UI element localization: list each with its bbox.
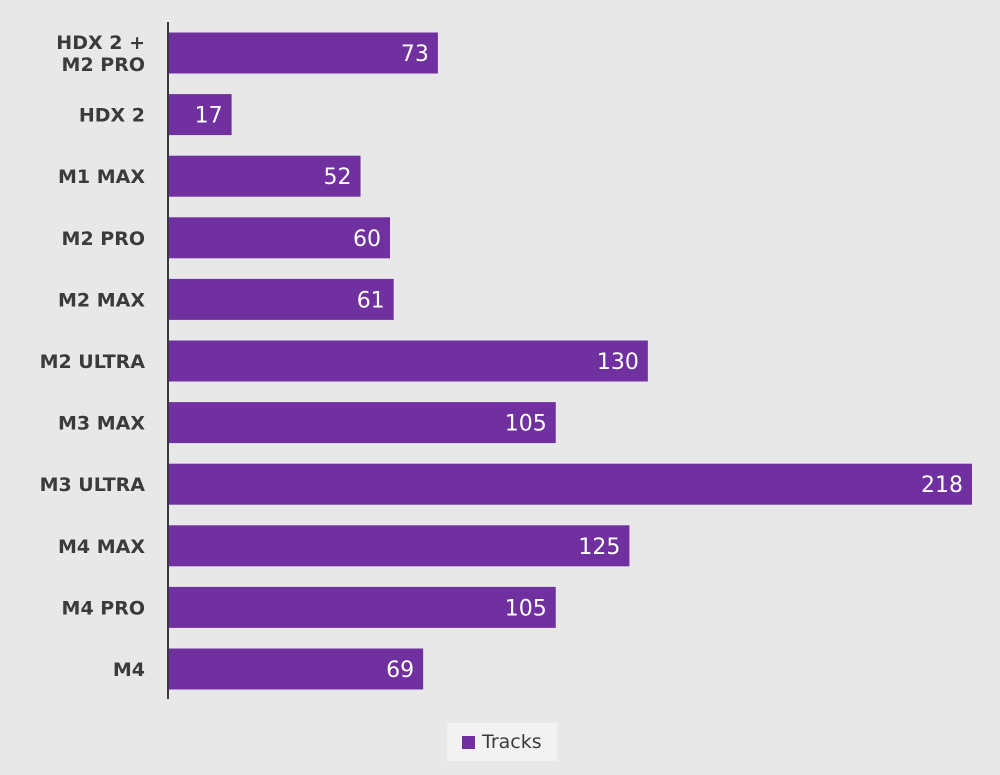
bar: [169, 525, 630, 567]
bar-value-label: 218: [921, 473, 963, 498]
value-labels-group: 73 17 52 60 61 130 105 218 125 105 69: [195, 42, 963, 683]
category-label: HDX 2: [79, 105, 145, 127]
bar: [169, 155, 361, 197]
bar: [169, 340, 648, 382]
category-label: M2 ULTRA: [40, 351, 146, 373]
bar: [169, 32, 438, 74]
bar-value-label: 105: [505, 412, 547, 437]
category-label: M2 PRO: [62, 54, 145, 76]
bar: [169, 463, 972, 505]
category-label: M2 MAX: [58, 289, 145, 311]
bar-value-label: 73: [401, 42, 429, 67]
category-label: M2 PRO: [62, 228, 145, 250]
bar: [169, 648, 424, 690]
bar: [169, 94, 232, 136]
bar: [169, 217, 391, 259]
bar-value-label: 125: [578, 535, 620, 560]
category-label: HDX 2 +: [56, 32, 145, 54]
category-label: M4: [113, 659, 145, 681]
legend-label: Tracks: [482, 731, 542, 753]
legend-swatch: [462, 735, 475, 749]
bar-value-label: 130: [597, 350, 639, 375]
bar-value-label: 61: [357, 288, 385, 313]
bar-value-label: 69: [386, 658, 414, 683]
category-label: M3 MAX: [58, 413, 145, 435]
category-label: M1 MAX: [58, 166, 145, 188]
bar-value-label: 60: [353, 227, 381, 252]
category-label: M4 MAX: [58, 536, 145, 558]
bar: [169, 402, 556, 444]
bar-value-label: 105: [505, 596, 547, 621]
bar-value-label: 52: [324, 165, 352, 190]
category-label: M3 ULTRA: [40, 474, 146, 496]
bars-group: [169, 32, 972, 690]
bar-value-label: 17: [195, 104, 223, 129]
legend: Tracks: [447, 723, 557, 761]
category-label: M4 PRO: [62, 597, 145, 619]
bar: [169, 586, 556, 628]
bar: [169, 278, 394, 320]
